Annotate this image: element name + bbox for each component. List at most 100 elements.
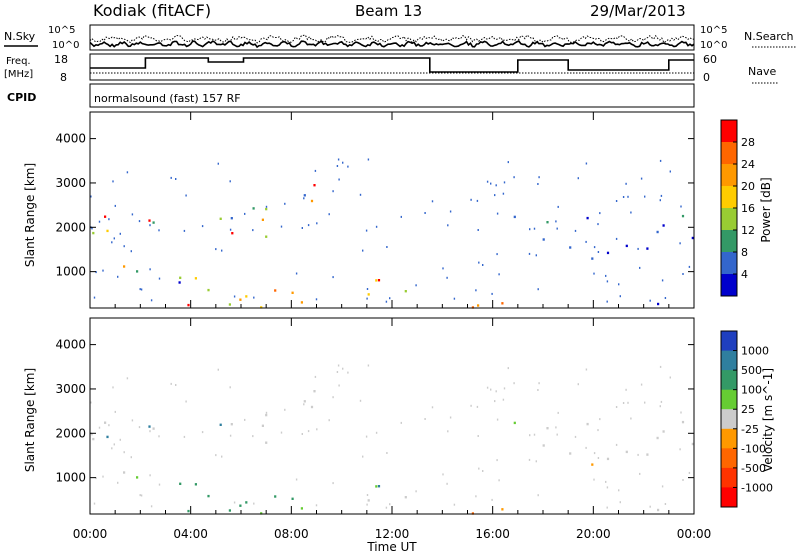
nsearch-label: N.Search (744, 30, 794, 43)
power-panel: 4000 3000 2000 1000 Slant Range [km] 28 24 20… (23, 111, 773, 309)
velocity-cell (111, 447, 113, 450)
power-cell (615, 200, 618, 202)
power-cell (646, 247, 649, 250)
velocity-colorbar-swatch (721, 331, 737, 352)
velocity-cell (152, 427, 155, 430)
power-cell (300, 301, 303, 304)
power-cell (599, 212, 601, 215)
power-colorbar-tick-label: 12 (741, 224, 755, 237)
velocity-cell (637, 453, 639, 456)
velocity-cell (179, 482, 182, 485)
power-cell (108, 218, 110, 221)
power-cell (442, 267, 444, 270)
power-cell (664, 297, 667, 299)
power-cell (680, 205, 682, 208)
power-cell (252, 229, 254, 232)
power-cell (491, 292, 493, 295)
velocity-cell (513, 421, 516, 425)
power-cell (546, 221, 549, 224)
power-cell (661, 279, 664, 282)
velocity-cell (482, 470, 484, 472)
power-colorbar-tick-label: 8 (741, 246, 748, 259)
power-cell (98, 220, 101, 223)
velocity-xtick-label: 00:00 (73, 527, 108, 541)
velocity-cell (486, 386, 489, 389)
power-cell (265, 207, 268, 211)
velocity-cell (315, 504, 318, 507)
power-cell (102, 269, 104, 272)
velocity-cell (365, 435, 368, 438)
power-cell (657, 302, 660, 306)
power-cell (593, 246, 596, 249)
velocity-colorbar-swatch (721, 428, 737, 449)
velocity-cell (478, 467, 480, 470)
velocity-cell (669, 376, 671, 379)
power-cell (316, 222, 318, 225)
velocity-cell (336, 371, 339, 373)
power-cell (194, 277, 197, 280)
velocity-cell (114, 410, 116, 413)
power-cell (622, 196, 625, 198)
power-cell (261, 218, 264, 221)
velocity-colorbar-tick-label: -500 (741, 462, 766, 475)
freq-label: Freq. (6, 56, 31, 67)
velocity-cell (415, 490, 417, 493)
velocity-colorbar-frame (720, 330, 738, 508)
power-y-axis: 4000 3000 2000 1000 (55, 132, 694, 279)
velocity-cell (597, 429, 599, 432)
velocity-cell (117, 481, 119, 484)
power-cell (679, 242, 681, 245)
nsky-label: N.Sky (4, 30, 36, 43)
velocity-cell (585, 446, 587, 449)
power-cell (314, 169, 317, 172)
power-cell (91, 227, 93, 230)
power-cell (494, 194, 496, 197)
power-cell (606, 280, 609, 283)
velocity-cell (529, 434, 531, 437)
power-cell (315, 298, 318, 301)
power-cell (337, 158, 340, 161)
power-cell (644, 195, 646, 198)
velocity-colorbar: 1000 500 100 25 -25 -100 -500 -1000 (720, 330, 773, 508)
power-cell (239, 298, 242, 301)
velocity-colorbar-swatch (721, 409, 737, 430)
velocity-cell (400, 421, 402, 424)
freq-line (90, 57, 694, 73)
power-cell (126, 171, 129, 174)
freq-tick-high: 18 (54, 53, 68, 66)
power-cell (228, 303, 231, 306)
velocity-cell (337, 364, 340, 367)
power-ytick-label: 4000 (55, 132, 86, 146)
velocity-cell (93, 502, 96, 505)
velocity-cell (228, 509, 231, 512)
power-cell (221, 249, 223, 252)
power-cell (447, 224, 449, 227)
power-cell (90, 195, 92, 198)
power-cell (453, 297, 456, 300)
power-cell (231, 232, 234, 235)
power-cell (338, 178, 340, 181)
power-cell (201, 225, 204, 228)
power-cell (542, 238, 545, 241)
power-cell (556, 227, 558, 230)
velocity-cell (265, 411, 268, 414)
velocity-cell (661, 485, 664, 488)
power-cell (625, 244, 628, 248)
power-cell (175, 178, 177, 180)
power-cell (375, 279, 378, 282)
power-colorbar-swatch (721, 252, 737, 275)
power-cell (185, 194, 187, 197)
velocity-cell (586, 422, 589, 426)
velocity-cell (660, 400, 663, 403)
power-cell (183, 229, 186, 232)
beam-label: Beam 13 (355, 2, 422, 20)
power-cell (625, 182, 627, 185)
power-cell (149, 224, 151, 227)
velocity-cell (148, 425, 151, 428)
power-cell (130, 250, 132, 253)
velocity-cell (260, 512, 263, 515)
power-cell (310, 199, 314, 203)
nave-tick-high: 60 (703, 53, 717, 66)
power-cell (366, 297, 368, 300)
velocity-cell (385, 506, 388, 509)
